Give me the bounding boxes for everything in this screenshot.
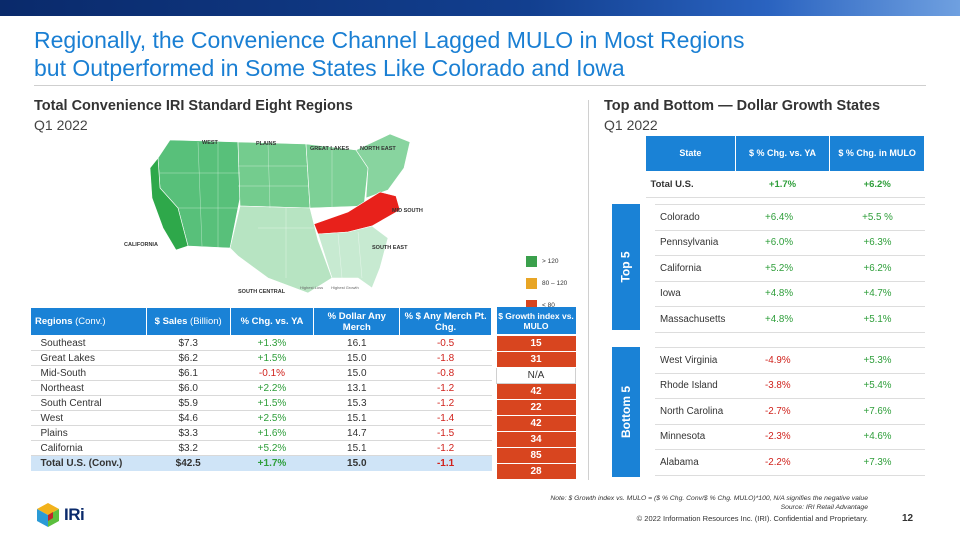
slide-title: Regionally, the Convenience Channel Lagg… <box>34 26 934 82</box>
growth-index-cell: 28 <box>496 463 576 480</box>
states-period: Q1 2022 <box>604 117 658 133</box>
bottom-5-tab: Bottom 5 <box>612 347 640 477</box>
legend-label: > 120 <box>542 257 559 265</box>
states-table-header: State $ % Chg. vs. YA $ % Chg. in MULO <box>645 135 925 172</box>
top-band <box>0 0 960 16</box>
regions-period: Q1 2022 <box>34 117 88 133</box>
map-note-highest-loss: Highest Loss <box>300 285 324 290</box>
table-row: Colorado +6.4% +5.5 % <box>655 204 925 231</box>
table-row: Southeast $7.3 +1.3% 16.1 -0.5 <box>30 335 492 351</box>
growth-index-cell: 42 <box>496 383 576 400</box>
table-row: Plains $3.3 +1.6% 14.7 -1.5 <box>30 425 492 441</box>
growth-index-cell: 15 <box>496 335 576 352</box>
legend-label: < 80 <box>542 301 555 309</box>
legend-item-high: > 120 <box>526 252 567 270</box>
col-sales: $ Sales (Billion) <box>145 307 231 336</box>
map-label-plains: PLAINS <box>256 141 277 147</box>
page-number: 12 <box>902 513 914 524</box>
table-row: South Central $5.9 +1.5% 15.3 -1.2 <box>30 395 492 411</box>
regions-table-header: Regions (Conv.) $ Sales (Billion) % Chg.… <box>30 307 492 336</box>
col-chg-ya: $ % Chg. vs. YA <box>734 135 831 172</box>
col-pt-chg: % $ Any Merch Pt. Chg. <box>399 307 492 336</box>
col-regions: Regions (Conv.) <box>30 307 147 336</box>
logo-text: IRi <box>64 505 85 524</box>
table-row: California $3.2 +5.2% 15.1 -1.2 <box>30 440 492 456</box>
map-legend: > 120 80 – 120 < 80 <box>526 252 567 318</box>
growth-index-cell: 34 <box>496 431 576 448</box>
us-regions-map <box>149 133 411 294</box>
table-row: Mid-South $6.1 -0.1% 15.0 -0.8 <box>30 365 492 381</box>
copyright: © 2022 Information Resources Inc. (IRI).… <box>636 514 868 523</box>
title-line-1: Regionally, the Convenience Channel Lagg… <box>34 27 745 53</box>
legend-swatch <box>526 277 537 289</box>
table-total-row: Total U.S. (Conv.) $42.5 +1.7% 15.0 -1.1 <box>30 455 492 471</box>
region-plains <box>237 141 311 209</box>
states-header-table: State $ % Chg. vs. YA $ % Chg. in MULO T… <box>645 135 925 198</box>
growth-index-cell: 31 <box>496 351 576 368</box>
growth-index-cell: 22 <box>496 399 576 416</box>
map-label-california: CALIFORNIA <box>124 242 158 248</box>
map-label-south-east: SOUTH EAST <box>372 245 408 251</box>
legend-label: 80 – 120 <box>542 279 568 287</box>
bottom-5-table: West Virginia -4.9% +5.3% Rhode Island -3.8… <box>655 347 925 476</box>
map-label-great-lakes: GREAT LAKES <box>310 146 350 152</box>
table-row: Rhode Island -3.8% +5.4% <box>655 372 925 399</box>
table-row: California +5.2% +6.2% <box>655 255 925 282</box>
col-state: State <box>645 135 736 172</box>
map-label-west: WEST <box>202 140 218 146</box>
table-row: West $4.6 +2.5% 15.1 -1.4 <box>30 410 492 426</box>
footnote-source: Source: IRI Retail Advantage <box>780 504 868 511</box>
table-row: Minnesota -2.3% +4.6% <box>655 423 925 450</box>
region-great-lakes <box>305 143 369 209</box>
growth-index-table: $ Growth index vs. MULO 15 31 N/A 42 22 … <box>496 307 576 480</box>
table-row: Alabama -2.2% +7.3% <box>655 449 925 476</box>
legend-swatch <box>526 299 537 311</box>
region-california <box>149 157 189 251</box>
legend-item-mid: 80 – 120 <box>526 274 567 292</box>
table-row: Massachusetts +4.8% +5.1% <box>655 306 925 333</box>
states-total-row: Total U.S. +1.7% +6.2% <box>645 171 925 198</box>
col-chg-mulo: $ % Chg. in MULO <box>829 135 925 172</box>
table-row: Pennsylvania +6.0% +6.3% <box>655 229 925 256</box>
title-divider <box>34 85 926 86</box>
col-growth-index: $ Growth index vs. MULO <box>496 307 576 336</box>
table-row: Iowa +4.8% +4.7% <box>655 280 925 307</box>
regions-table: Regions (Conv.) $ Sales (Billion) % Chg.… <box>30 307 492 471</box>
col-dollar-merch: % Dollar Any Merch <box>313 307 401 336</box>
growth-index-cell: N/A <box>496 366 576 384</box>
panel-divider <box>588 100 589 480</box>
footnote-formula: Note: $ Growth index vs. MULO = ($ % Chg… <box>550 495 868 502</box>
table-row: Great Lakes $6.2 +1.5% 15.0 -1.8 <box>30 350 492 366</box>
map-label-north-east: NORTH EAST <box>360 146 396 152</box>
growth-index-cell: 85 <box>496 447 576 464</box>
regions-heading: Total Convenience IRI Standard Eight Reg… <box>34 98 353 114</box>
growth-index-cell: 42 <box>496 415 576 432</box>
top-5-table: Colorado +6.4% +5.5 % Pennsylvania +6.0% +6.… <box>655 204 925 333</box>
table-row: Northeast $6.0 +2.2% 13.1 -1.2 <box>30 380 492 396</box>
cube-logo-icon <box>37 503 59 527</box>
col-chg: % Chg. vs. YA <box>229 307 315 336</box>
top-5-tab: Top 5 <box>612 204 640 330</box>
states-heading: Top and Bottom — Dollar Growth States <box>604 98 881 114</box>
legend-item-low: < 80 <box>526 296 567 314</box>
table-row: West Virginia -4.9% +5.3% <box>655 347 925 374</box>
map-label-south-central: SOUTH CENTRAL <box>238 289 286 295</box>
iri-logo: IRi <box>36 502 85 528</box>
footnote: Note: $ Growth index vs. MULO = ($ % Chg… <box>550 494 868 512</box>
table-row: North Carolina -2.7% +7.6% <box>655 398 925 425</box>
map-note: Highest Loss Highest Growth <box>300 285 359 290</box>
title-line-2: but Outperformed in Some States Like Col… <box>34 55 625 81</box>
map-note-highest-growth: Highest Growth <box>331 285 359 290</box>
region-northeast <box>355 133 411 199</box>
map-label-mid-south: MID SOUTH <box>392 208 423 214</box>
legend-swatch <box>526 255 537 267</box>
region-south-east <box>317 225 389 289</box>
region-south-central <box>229 205 333 294</box>
